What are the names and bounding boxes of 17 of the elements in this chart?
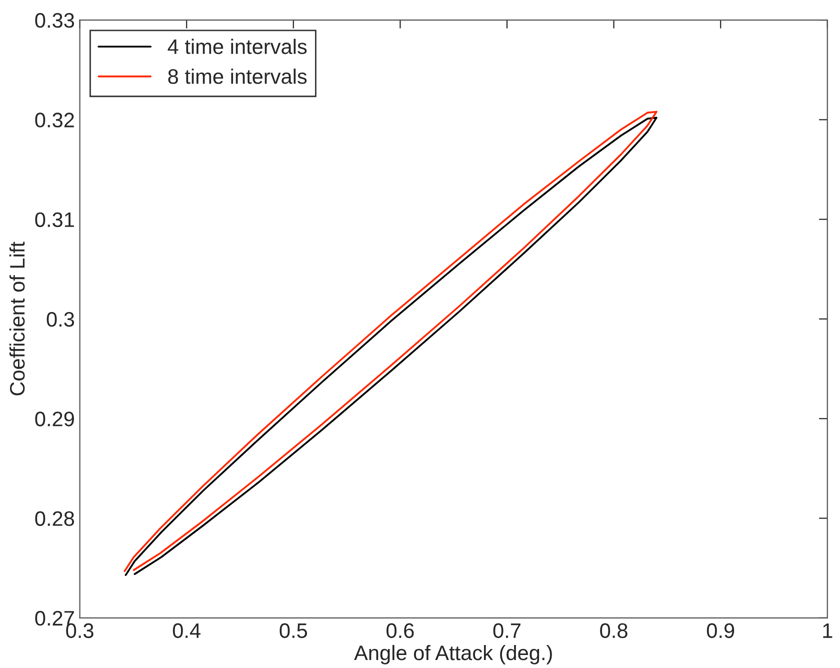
- x-axis-title: Angle of Attack (deg.): [354, 644, 552, 664]
- x-tick-label: 1: [823, 624, 832, 638]
- legend-label: 8 time intervals: [168, 68, 307, 84]
- y-tick-label: 0.29: [35, 412, 74, 426]
- x-tick-label: 0.9: [706, 623, 734, 638]
- x-tick-label: 0.4: [172, 623, 200, 638]
- legend-label: 4 time intervals: [168, 38, 307, 54]
- y-tick-label: 0.33: [35, 13, 74, 28]
- x-tick-label: 0.8: [600, 623, 628, 638]
- y-tick-label: 0.32: [35, 112, 74, 128]
- y-tick-label: 0.3: [46, 312, 74, 327]
- x-tick-label: 0.6: [386, 623, 414, 638]
- y-tick-label: 0.31: [35, 212, 74, 228]
- x-tick-label: 0.7: [493, 623, 520, 638]
- y-axis-title: Coefficient of Lift: [9, 242, 25, 396]
- x-tick-label: 0.5: [280, 623, 308, 638]
- y-tick-label: 0.28: [35, 511, 74, 526]
